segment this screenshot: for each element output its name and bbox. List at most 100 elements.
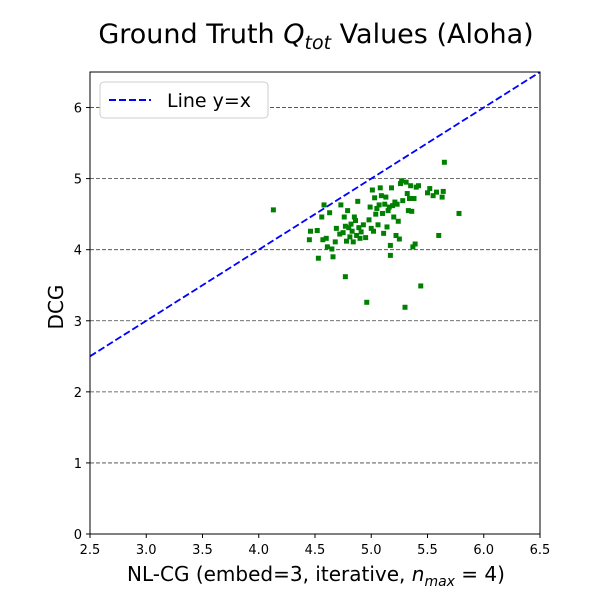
data-point bbox=[400, 198, 406, 204]
data-point bbox=[350, 239, 356, 245]
data-point bbox=[384, 224, 390, 230]
data-point bbox=[434, 189, 439, 195]
data-point bbox=[389, 185, 394, 191]
data-point bbox=[346, 225, 352, 231]
data-point bbox=[330, 254, 336, 260]
data-point bbox=[393, 232, 399, 238]
data-point bbox=[306, 237, 312, 243]
data-point bbox=[344, 238, 349, 244]
data-point bbox=[342, 223, 348, 229]
data-point bbox=[377, 185, 383, 191]
data-point bbox=[345, 208, 351, 214]
data-point bbox=[308, 228, 313, 234]
data-point bbox=[416, 183, 421, 189]
x-tick-label: 6.0 bbox=[473, 543, 494, 558]
data-point bbox=[319, 214, 325, 220]
data-point bbox=[324, 244, 330, 250]
data-point bbox=[381, 230, 387, 236]
data-point bbox=[355, 198, 361, 204]
x-tick-label: 2.5 bbox=[80, 543, 101, 558]
data-point bbox=[340, 230, 346, 236]
data-point bbox=[387, 252, 393, 258]
data-point bbox=[353, 218, 358, 224]
y-tick-label: 5 bbox=[74, 173, 82, 188]
y-tick-label: 4 bbox=[74, 244, 82, 259]
data-point bbox=[270, 207, 276, 213]
data-point bbox=[374, 205, 380, 211]
x-tick-label: 3.5 bbox=[192, 543, 213, 558]
x-tick-label: 4.5 bbox=[305, 543, 326, 558]
data-point bbox=[360, 222, 366, 228]
data-point bbox=[358, 229, 364, 235]
data-point bbox=[349, 228, 355, 234]
data-point bbox=[338, 202, 344, 208]
data-point bbox=[427, 186, 433, 192]
data-point bbox=[337, 231, 343, 237]
y-tick-label: 1 bbox=[74, 457, 82, 472]
data-point bbox=[456, 210, 462, 216]
data-point bbox=[395, 218, 401, 224]
data-point bbox=[382, 201, 388, 207]
data-point bbox=[333, 225, 339, 231]
data-point bbox=[369, 187, 375, 193]
data-point bbox=[347, 234, 353, 240]
data-point bbox=[320, 237, 326, 243]
y-tick-label: 0 bbox=[74, 528, 82, 543]
data-point bbox=[366, 217, 372, 223]
reference-line-y-equals-x bbox=[89, 71, 541, 358]
scatter-points bbox=[270, 159, 462, 310]
chart-title: Ground Truth Qtot Values (Aloha) bbox=[98, 19, 533, 54]
data-point bbox=[418, 283, 424, 289]
data-point bbox=[390, 203, 396, 209]
y-axis-label: DCG bbox=[44, 285, 68, 330]
data-point bbox=[386, 204, 392, 210]
data-point bbox=[363, 235, 369, 241]
data-point bbox=[367, 204, 373, 210]
data-point bbox=[323, 235, 329, 241]
x-tick-label: 4.0 bbox=[248, 543, 269, 558]
data-point bbox=[425, 190, 430, 196]
data-point bbox=[378, 193, 384, 199]
x-tick-label: 6.5 bbox=[530, 543, 551, 558]
data-point bbox=[439, 194, 445, 200]
data-point bbox=[436, 232, 442, 238]
data-point bbox=[354, 232, 360, 238]
data-point bbox=[371, 228, 376, 234]
data-point bbox=[342, 274, 348, 280]
data-point bbox=[351, 214, 357, 220]
data-point bbox=[394, 201, 400, 207]
data-point bbox=[327, 210, 333, 216]
data-point bbox=[329, 246, 335, 252]
x-tick-label: 3.0 bbox=[136, 543, 157, 558]
legend-label: Line y=x bbox=[167, 90, 251, 112]
x-tick-label: 5.0 bbox=[361, 543, 382, 558]
data-point bbox=[314, 228, 320, 234]
data-point bbox=[396, 236, 402, 242]
data-point bbox=[383, 194, 389, 200]
x-axis-label: NL-CG (embed=3, iterative, nmax = 4) bbox=[127, 562, 505, 590]
data-point bbox=[376, 202, 382, 208]
data-point bbox=[402, 304, 408, 310]
data-point bbox=[315, 255, 321, 261]
data-point bbox=[440, 188, 446, 194]
data-point bbox=[410, 244, 416, 250]
data-point bbox=[405, 208, 411, 214]
data-point bbox=[441, 159, 447, 165]
data-point bbox=[321, 202, 327, 208]
y-axis-ticks: 0 1 2 3 4 5 6 bbox=[74, 102, 90, 543]
data-point bbox=[411, 196, 417, 202]
data-point bbox=[375, 222, 381, 228]
y-tick-label: 3 bbox=[74, 315, 82, 330]
x-axis-ticks: 2.5 3.0 3.5 4.0 4.5 5.0 5.5 6.0 6.5 bbox=[80, 534, 551, 558]
data-point bbox=[364, 299, 370, 305]
data-point bbox=[408, 183, 414, 189]
data-point bbox=[368, 225, 374, 231]
data-point bbox=[372, 195, 378, 201]
data-point bbox=[341, 214, 347, 220]
y-tick-label: 2 bbox=[74, 386, 82, 401]
legend-box bbox=[99, 81, 269, 119]
data-point bbox=[380, 210, 385, 216]
y-tick-label: 6 bbox=[74, 102, 82, 117]
legend: Line y=x bbox=[99, 81, 269, 119]
